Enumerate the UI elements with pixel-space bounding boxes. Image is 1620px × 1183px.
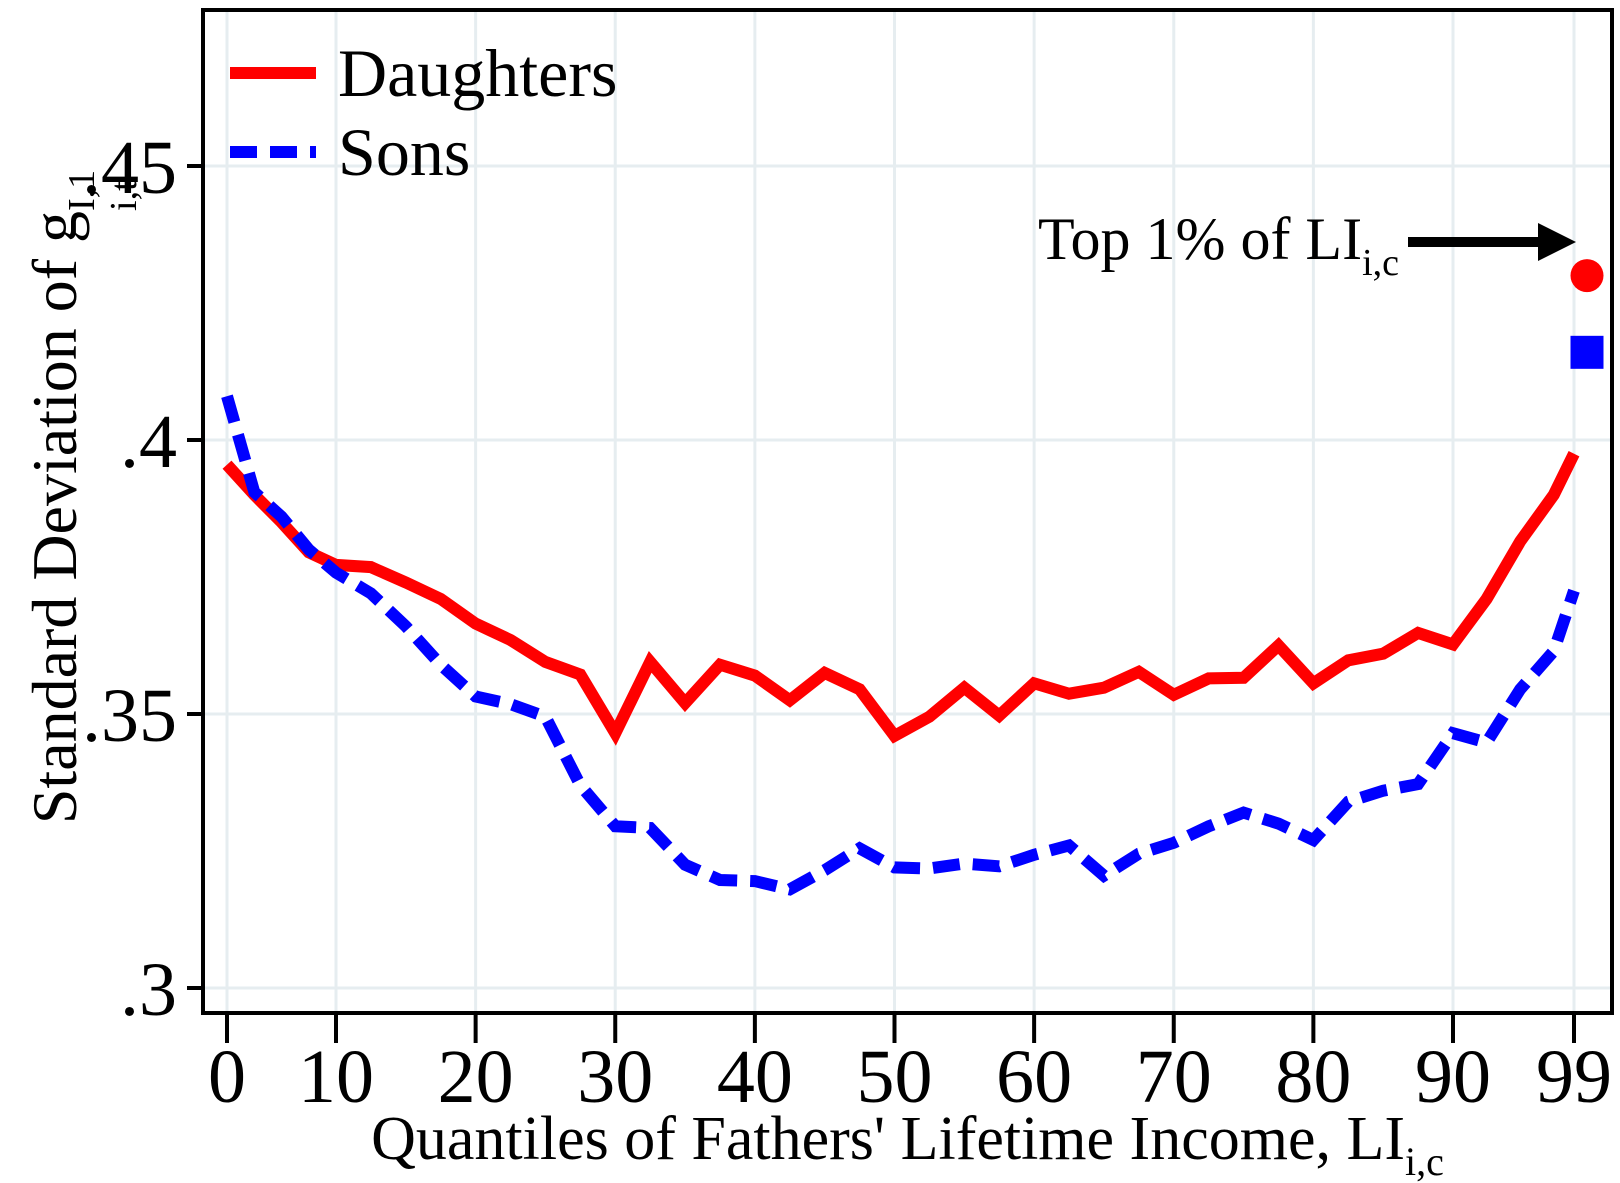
x-tick-label: 40 <box>717 1035 793 1119</box>
x-tick-label: 80 <box>1275 1035 1351 1119</box>
annotation-arrow-head <box>1538 223 1576 261</box>
legend: Daughters Sons <box>230 33 617 191</box>
legend-label-sons: Sons <box>338 113 471 190</box>
x-tick-label: 50 <box>857 1035 933 1119</box>
daughters-top1-marker <box>1570 259 1604 293</box>
x-axis-title-text: Quantiles of Fathers' Lifetime Income, L… <box>371 1105 1405 1173</box>
x-tick-label: 90 <box>1415 1035 1491 1119</box>
y-tick-label: .4 <box>120 400 177 484</box>
x-tick-label: 30 <box>577 1035 653 1119</box>
plot-frame <box>201 8 1614 1015</box>
y-tick-label: .45 <box>82 126 177 210</box>
legend-item-daughters: Daughters <box>230 33 617 112</box>
y-axis-title: Standard Deviation of g I,1 i,t <box>15 0 145 997</box>
x-tick-label: 99 <box>1536 1035 1612 1119</box>
sons-top1-marker <box>1570 335 1604 369</box>
x-axis-title-subscript: i,c <box>1404 1139 1444 1183</box>
y-tick-label: .3 <box>120 948 177 1032</box>
sons-line <box>221 394 1580 896</box>
legend-item-sons: Sons <box>230 112 617 191</box>
top1-annotation-text: Top 1% of LI <box>1038 206 1363 272</box>
x-tick-label: 10 <box>298 1035 374 1119</box>
top1-annotation-subscript: i,c <box>1362 242 1399 284</box>
legend-label-daughters: Daughters <box>338 34 618 111</box>
x-axis-title: Quantiles of Fathers' Lifetime Income, L… <box>203 1104 1612 1183</box>
top1-annotation: Top 1% of LIi,c <box>1038 206 1399 285</box>
daughters-line <box>222 451 1580 746</box>
sons-line-swatch <box>230 145 316 158</box>
x-tick-label: 0 <box>208 1035 246 1119</box>
y-axis-title-superscript: I,1 <box>61 169 103 211</box>
x-tick-label: 20 <box>438 1035 514 1119</box>
y-axis-title-subscript: i,t <box>102 180 145 211</box>
daughters-line-swatch <box>230 66 316 79</box>
y-axis-title-scripts: I,1 i,t <box>61 169 146 211</box>
x-tick-label: 70 <box>1136 1035 1212 1119</box>
y-axis-title-text: Standard Deviation of g <box>19 210 90 825</box>
y-tick-label: .35 <box>82 674 177 758</box>
x-tick-label: 60 <box>996 1035 1072 1119</box>
